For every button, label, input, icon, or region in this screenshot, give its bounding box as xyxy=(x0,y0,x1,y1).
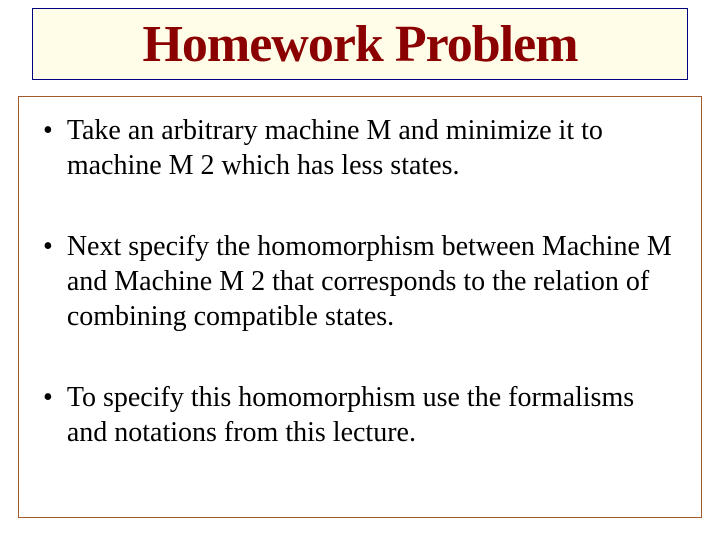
bullet-text: To specify this homomorphism use the for… xyxy=(67,380,677,450)
bullet-item: • Next specify the homomorphism between … xyxy=(43,229,677,334)
bullet-text: Next specify the homomorphism between Ma… xyxy=(67,229,677,334)
slide-title: Homework Problem xyxy=(142,15,577,74)
content-box: • Take an arbitrary machine M and minimi… xyxy=(18,96,702,518)
bullet-text: Take an arbitrary machine M and minimize… xyxy=(67,113,677,183)
bullet-marker: • xyxy=(43,380,53,415)
bullet-marker: • xyxy=(43,113,53,148)
bullet-item: • Take an arbitrary machine M and minimi… xyxy=(43,113,677,183)
title-box: Homework Problem xyxy=(32,8,688,80)
bullet-marker: • xyxy=(43,229,53,264)
bullet-item: • To specify this homomorphism use the f… xyxy=(43,380,677,450)
